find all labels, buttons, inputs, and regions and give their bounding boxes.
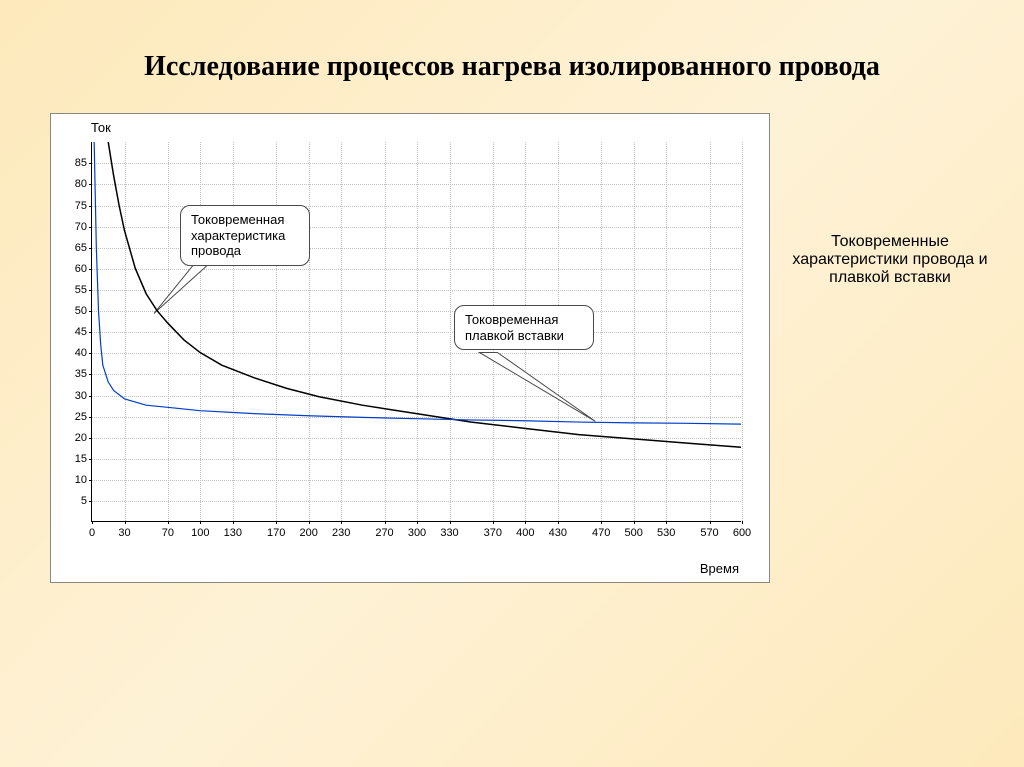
callout-line: плавкой вставки bbox=[465, 328, 583, 344]
y-tick-label: 45 bbox=[67, 326, 87, 338]
callout-pointer bbox=[479, 353, 595, 422]
y-tick-label: 80 bbox=[67, 178, 87, 190]
x-tick-label: 130 bbox=[224, 527, 242, 539]
x-tick-label: 570 bbox=[700, 527, 718, 539]
x-axis-label: Время bbox=[700, 561, 739, 576]
y-tick-label: 85 bbox=[67, 157, 87, 169]
content-row: Ток Время 510152025303540455055606570758… bbox=[0, 113, 1024, 583]
x-tick-label: 400 bbox=[516, 527, 534, 539]
series-fuse bbox=[94, 142, 741, 424]
y-tick-label: 20 bbox=[67, 432, 87, 444]
page-title: Исследование процессов нагрева изолирова… bbox=[0, 0, 1024, 93]
y-tick-label: 10 bbox=[67, 474, 87, 486]
y-tick-label: 40 bbox=[67, 347, 87, 359]
callout-line: характеристика bbox=[191, 228, 299, 244]
y-tick-label: 70 bbox=[67, 221, 87, 233]
callout-box-1: Токовременнаяплавкой вставки bbox=[454, 305, 594, 350]
x-tick-label: 600 bbox=[733, 527, 751, 539]
chart-panel: Ток Время 510152025303540455055606570758… bbox=[50, 113, 770, 583]
x-tick-label: 470 bbox=[592, 527, 610, 539]
x-tick-label: 230 bbox=[332, 527, 350, 539]
plot-area: 5101520253035404550556065707580850307010… bbox=[91, 142, 741, 522]
x-tick-label: 100 bbox=[191, 527, 209, 539]
y-tick-label: 5 bbox=[67, 495, 87, 507]
x-tick-label: 300 bbox=[408, 527, 426, 539]
callout-line: Токовременная bbox=[191, 212, 299, 228]
gridline-v bbox=[742, 142, 743, 521]
y-tick-label: 30 bbox=[67, 390, 87, 402]
x-tick-label: 530 bbox=[657, 527, 675, 539]
y-tick-label: 50 bbox=[67, 305, 87, 317]
series-wire bbox=[108, 142, 741, 447]
y-tick-label: 60 bbox=[67, 263, 87, 275]
y-tick-label: 75 bbox=[67, 200, 87, 212]
x-tick-label: 330 bbox=[440, 527, 458, 539]
x-tick-label: 270 bbox=[375, 527, 393, 539]
x-tick-label: 200 bbox=[299, 527, 317, 539]
x-tick-label: 70 bbox=[162, 527, 174, 539]
x-tick-label: 0 bbox=[89, 527, 95, 539]
x-tick-label: 500 bbox=[624, 527, 642, 539]
y-tick-label: 25 bbox=[67, 411, 87, 423]
callout-box-0: Токовременнаяхарактеристикапровода bbox=[180, 205, 310, 266]
side-caption: Токовременные характеристики провода и п… bbox=[790, 233, 990, 583]
callout-line: Токовременная bbox=[465, 312, 583, 328]
curves-layer bbox=[92, 142, 741, 521]
x-tick-label: 170 bbox=[267, 527, 285, 539]
x-tick-label: 370 bbox=[484, 527, 502, 539]
x-tick-label: 30 bbox=[118, 527, 130, 539]
y-tick-label: 35 bbox=[67, 368, 87, 380]
y-axis-label: Ток bbox=[91, 120, 111, 135]
y-tick-label: 55 bbox=[67, 284, 87, 296]
x-tick-label: 430 bbox=[549, 527, 567, 539]
y-tick-label: 15 bbox=[67, 453, 87, 465]
callout-line: провода bbox=[191, 243, 299, 259]
y-tick-label: 65 bbox=[67, 242, 87, 254]
